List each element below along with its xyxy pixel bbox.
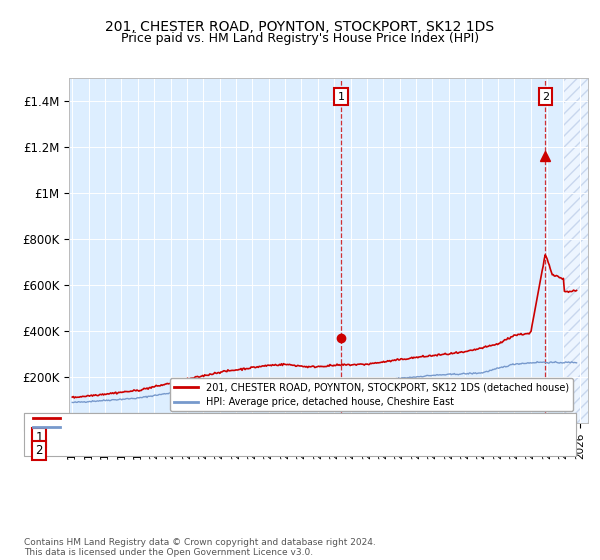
Text: 201, CHESTER ROAD, POYNTON, STOCKPORT, SK12 1DS (detached house): 201, CHESTER ROAD, POYNTON, STOCKPORT, S…	[66, 413, 452, 423]
Text: 201, CHESTER ROAD, POYNTON, STOCKPORT, SK12 1DS: 201, CHESTER ROAD, POYNTON, STOCKPORT, S…	[106, 20, 494, 34]
Text: 02-JUN-2011: 02-JUN-2011	[72, 431, 151, 445]
Text: £370,000: £370,000	[228, 431, 285, 445]
Text: 154% ↑ HPI: 154% ↑ HPI	[360, 444, 431, 458]
Text: 24-NOV-2023: 24-NOV-2023	[72, 444, 151, 458]
Text: 1: 1	[35, 431, 43, 445]
Text: 1: 1	[338, 92, 344, 102]
Text: 2: 2	[542, 92, 549, 102]
Text: 31% ↑ HPI: 31% ↑ HPI	[360, 431, 424, 445]
Legend: 201, CHESTER ROAD, POYNTON, STOCKPORT, SK12 1DS (detached house), HPI: Average p: 201, CHESTER ROAD, POYNTON, STOCKPORT, S…	[170, 379, 573, 411]
Text: Price paid vs. HM Land Registry's House Price Index (HPI): Price paid vs. HM Land Registry's House …	[121, 32, 479, 45]
Text: Contains HM Land Registry data © Crown copyright and database right 2024.
This d: Contains HM Land Registry data © Crown c…	[24, 538, 376, 557]
Text: £1,160,000: £1,160,000	[228, 444, 299, 458]
Text: 2: 2	[35, 444, 43, 458]
Text: HPI: Average price, detached house, Cheshire East: HPI: Average price, detached house, Ches…	[66, 422, 331, 432]
